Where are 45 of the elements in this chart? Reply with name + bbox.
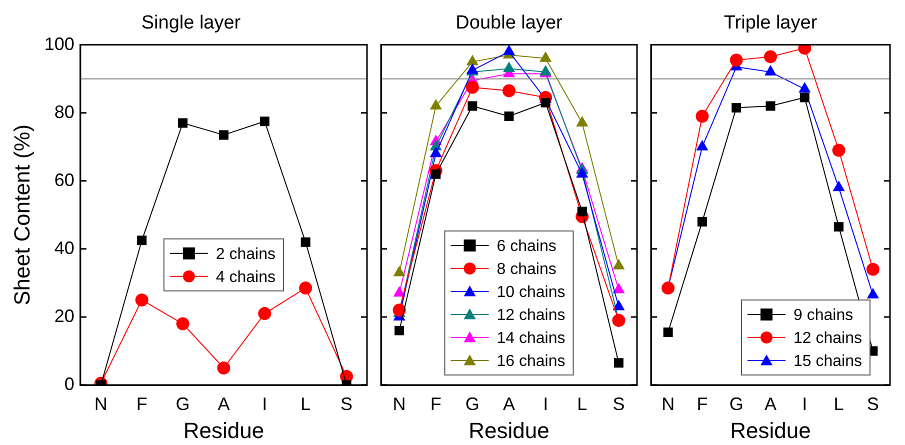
x-tick-label: S: [340, 394, 353, 414]
legend-label: 12 chains: [794, 330, 862, 347]
chart-title: Double layer: [456, 12, 564, 34]
legend-label: 16 chains: [496, 352, 566, 370]
x-tick-label: G: [176, 394, 190, 414]
x-tick-label: A: [218, 394, 230, 414]
x-tick-label: L: [300, 394, 311, 414]
x-tick-label: A: [502, 394, 516, 414]
x-tick-label: L: [834, 394, 844, 414]
y-tick-label: 80: [54, 102, 74, 122]
x-tick-label: S: [866, 394, 879, 414]
y-tick-label: 20: [54, 306, 74, 326]
legend-label: 2 chains: [216, 246, 276, 263]
x-tick-label: N: [94, 394, 108, 414]
y-tick-label: 100: [44, 34, 74, 54]
x-tick-label: A: [764, 394, 777, 414]
x-tick-label: F: [430, 394, 442, 414]
x-axis-title: Residue: [730, 418, 811, 443]
y-tick-label: 0: [64, 374, 74, 394]
x-tick-label: N: [662, 394, 675, 414]
legend-label: 4 chains: [216, 268, 276, 286]
x-tick-label: F: [136, 394, 148, 414]
y-tick-label: 60: [54, 170, 74, 190]
x-tick-label: I: [262, 394, 268, 414]
x-tick-label: G: [465, 394, 480, 414]
x-tick-label: G: [729, 394, 744, 414]
y-tick-label: 40: [54, 238, 74, 258]
legend-label: 14 chains: [496, 330, 566, 347]
chart-title: Single layer: [141, 12, 242, 34]
legend-label: 15 chains: [794, 352, 862, 370]
x-tick-label: S: [612, 394, 625, 414]
legend-label: 8 chains: [496, 260, 556, 278]
x-axis-title: Residue: [468, 418, 550, 443]
x-tick-label: N: [392, 394, 406, 414]
x-axis-title: Residue: [183, 418, 264, 443]
legend-label: 12 chains: [496, 306, 566, 324]
legend-label: 10 chains: [496, 284, 566, 301]
chart-title: Triple layer: [724, 12, 818, 34]
x-tick-label: F: [696, 394, 708, 414]
y-axis-title: Sheet Content (%): [9, 124, 34, 306]
x-tick-label: I: [543, 394, 548, 414]
legend-label: 9 chains: [794, 306, 854, 324]
x-tick-label: I: [802, 394, 808, 414]
legend-label: 6 chains: [496, 238, 556, 255]
x-tick-label: L: [577, 394, 588, 414]
